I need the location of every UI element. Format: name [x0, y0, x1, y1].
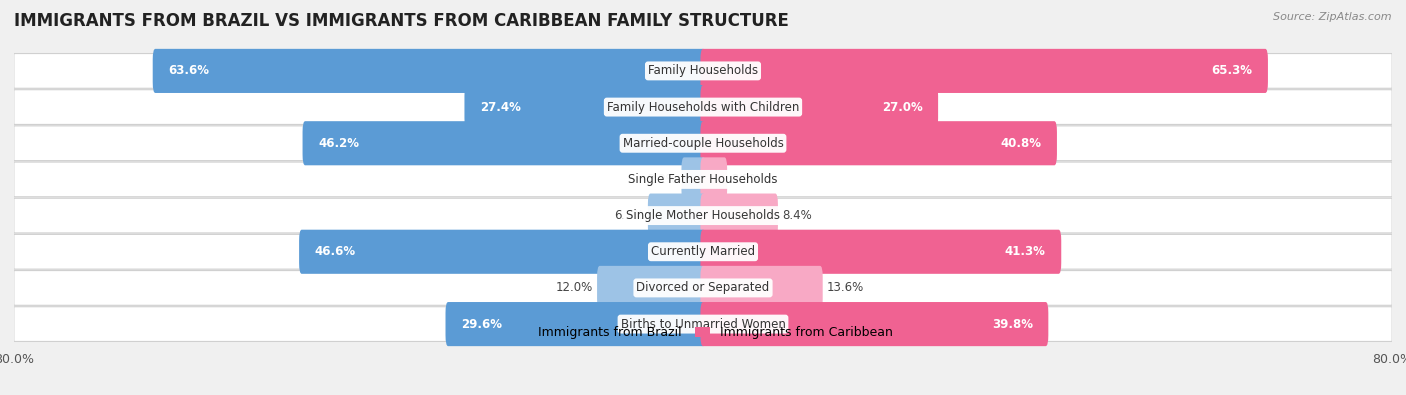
FancyBboxPatch shape	[14, 126, 1392, 161]
FancyBboxPatch shape	[700, 121, 1057, 166]
FancyBboxPatch shape	[14, 54, 1392, 88]
FancyBboxPatch shape	[302, 121, 706, 166]
Text: Source: ZipAtlas.com: Source: ZipAtlas.com	[1274, 12, 1392, 22]
Text: Family Households: Family Households	[648, 64, 758, 77]
FancyBboxPatch shape	[682, 157, 706, 201]
Text: 27.0%: 27.0%	[882, 101, 922, 114]
FancyBboxPatch shape	[14, 234, 1392, 269]
FancyBboxPatch shape	[700, 229, 1062, 274]
Text: 12.0%: 12.0%	[555, 281, 593, 294]
Legend: Immigrants from Brazil, Immigrants from Caribbean: Immigrants from Brazil, Immigrants from …	[509, 322, 897, 344]
Text: Single Mother Households: Single Mother Households	[626, 209, 780, 222]
FancyBboxPatch shape	[14, 198, 1392, 233]
FancyBboxPatch shape	[299, 229, 706, 274]
Text: Married-couple Households: Married-couple Households	[623, 137, 783, 150]
Text: Family Households with Children: Family Households with Children	[607, 101, 799, 114]
FancyBboxPatch shape	[700, 266, 823, 310]
FancyBboxPatch shape	[446, 302, 706, 346]
Text: 65.3%: 65.3%	[1212, 64, 1253, 77]
FancyBboxPatch shape	[700, 85, 938, 129]
Text: 40.8%: 40.8%	[1001, 137, 1042, 150]
Text: 2.2%: 2.2%	[647, 173, 678, 186]
Text: Single Father Households: Single Father Households	[628, 173, 778, 186]
FancyBboxPatch shape	[153, 49, 706, 93]
Text: 6.1%: 6.1%	[613, 209, 644, 222]
Text: 63.6%: 63.6%	[169, 64, 209, 77]
Text: Births to Unmarried Women: Births to Unmarried Women	[620, 318, 786, 331]
Text: 46.2%: 46.2%	[318, 137, 359, 150]
Text: 29.6%: 29.6%	[461, 318, 502, 331]
Text: 13.6%: 13.6%	[827, 281, 865, 294]
Text: 8.4%: 8.4%	[782, 209, 813, 222]
FancyBboxPatch shape	[700, 194, 778, 238]
FancyBboxPatch shape	[700, 302, 1049, 346]
FancyBboxPatch shape	[648, 194, 706, 238]
FancyBboxPatch shape	[14, 271, 1392, 305]
FancyBboxPatch shape	[14, 307, 1392, 341]
Text: 2.5%: 2.5%	[731, 173, 761, 186]
FancyBboxPatch shape	[14, 90, 1392, 124]
Text: 39.8%: 39.8%	[991, 318, 1033, 331]
Text: 27.4%: 27.4%	[479, 101, 520, 114]
Text: 41.3%: 41.3%	[1005, 245, 1046, 258]
Text: IMMIGRANTS FROM BRAZIL VS IMMIGRANTS FROM CARIBBEAN FAMILY STRUCTURE: IMMIGRANTS FROM BRAZIL VS IMMIGRANTS FRO…	[14, 12, 789, 30]
FancyBboxPatch shape	[14, 162, 1392, 197]
FancyBboxPatch shape	[464, 85, 706, 129]
Text: 46.6%: 46.6%	[315, 245, 356, 258]
FancyBboxPatch shape	[700, 49, 1268, 93]
FancyBboxPatch shape	[700, 157, 727, 201]
FancyBboxPatch shape	[598, 266, 706, 310]
Text: Currently Married: Currently Married	[651, 245, 755, 258]
Text: Divorced or Separated: Divorced or Separated	[637, 281, 769, 294]
